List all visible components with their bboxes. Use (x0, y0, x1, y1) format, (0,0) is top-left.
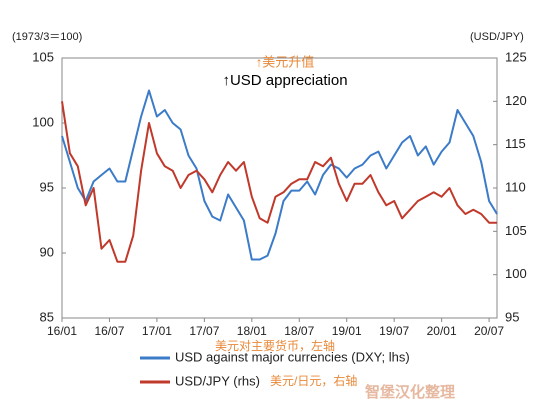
watermark: 智堡汉化整理 (365, 383, 455, 401)
x-tick-label: 19/07 (379, 324, 409, 338)
y2-tick-label: 115 (505, 136, 526, 151)
line-series (61, 101, 497, 263)
y-tick-label: 95 (40, 179, 54, 194)
line-series (61, 89, 498, 261)
y2-tick-label: 120 (505, 93, 527, 108)
legend-label-cn: 美元对主要货币，左轴 (215, 338, 335, 353)
y-tick-label: 105 (32, 49, 54, 64)
annotation-en: ↑USD appreciation (222, 72, 347, 89)
y-tick-label: 85 (40, 309, 54, 324)
x-tick-label: 17/07 (189, 324, 219, 338)
y2-tick-label: 105 (505, 223, 527, 238)
y2-tick-label: 110 (505, 179, 526, 194)
legend-label-cn: 美元/日元，右轴 (270, 373, 357, 388)
y2-tick-label: 95 (505, 309, 519, 324)
x-tick-label: 17/01 (142, 324, 172, 338)
y-tick-label: 90 (40, 244, 54, 259)
legend-label: USD/JPY (rhs) (175, 373, 260, 388)
annotation-cn: ↑美元升值 (256, 54, 315, 69)
left-axis-label: (1973/3＝100) (12, 31, 82, 43)
x-tick-label: 16/07 (94, 324, 124, 338)
x-tick-label: 18/07 (284, 324, 314, 338)
x-tick-label: 16/01 (47, 324, 77, 338)
x-tick-label: 19/01 (332, 324, 362, 338)
legend-label: USD against major currencies (DXY; lhs) (175, 349, 410, 364)
x-tick-label: 20/01 (427, 324, 457, 338)
y2-tick-label: 125 (505, 49, 527, 64)
y-tick-label: 100 (32, 114, 54, 129)
plot-frame (61, 57, 498, 319)
x-tick-label: 18/01 (237, 324, 267, 338)
right-axis-label: (USD/JPY) (470, 31, 524, 43)
x-tick-label: 20/07 (474, 324, 504, 338)
y2-tick-label: 100 (505, 266, 527, 281)
